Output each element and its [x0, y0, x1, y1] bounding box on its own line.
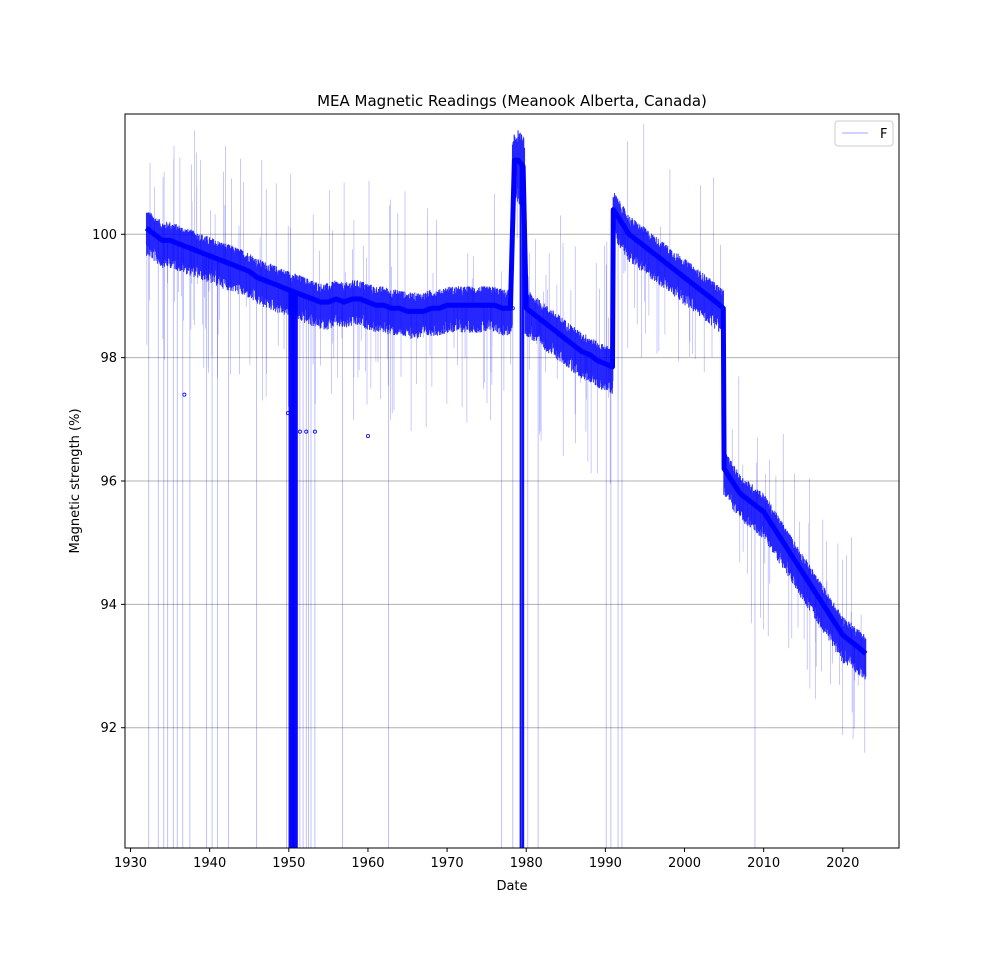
y-tick-label: 92	[100, 721, 117, 736]
y-axis-title: Magnetic strength (%)	[68, 408, 83, 553]
x-tick-label: 1990	[589, 856, 622, 871]
series-F-spikes	[146, 123, 866, 753]
x-tick-label: 1960	[351, 856, 384, 871]
outlier-point	[304, 429, 309, 434]
chart-title: MEA Magnetic Readings (Meanook Alberta, …	[317, 92, 707, 110]
y-tick-label: 98	[100, 351, 117, 366]
grid	[125, 233, 899, 729]
legend-label-F: F	[880, 127, 887, 142]
legend: F	[834, 120, 894, 147]
x-tick-label: 2010	[747, 856, 780, 871]
outlier-point	[365, 433, 370, 438]
x-tick-label: 1970	[431, 856, 464, 871]
plot-area	[144, 123, 868, 848]
x-tick-label: 2020	[826, 856, 859, 871]
outlier-point	[312, 429, 317, 434]
y-tick-label: 94	[100, 598, 117, 613]
x-tick-label: 1950	[272, 856, 305, 871]
x-tick-label: 1940	[193, 856, 226, 871]
y-tick-label: 96	[100, 475, 117, 490]
outlier-point	[182, 392, 187, 397]
y-tick-label: 100	[92, 228, 117, 243]
x-axis-title: Date	[496, 879, 527, 894]
outlier-point	[297, 429, 302, 434]
y-axis: 92 94 96 98 100	[92, 228, 125, 736]
x-axis: 1930 1940 1950 1960 1970 1980 1990 2000 2010 2020	[114, 848, 859, 871]
series-F-line	[144, 157, 868, 656]
x-tick-label: 2000	[668, 856, 701, 871]
x-tick-label: 1980	[510, 856, 543, 871]
legend-box	[834, 120, 894, 147]
outlier-point	[510, 306, 515, 311]
x-tick-label: 1930	[114, 856, 147, 871]
outlier-point	[286, 411, 291, 416]
